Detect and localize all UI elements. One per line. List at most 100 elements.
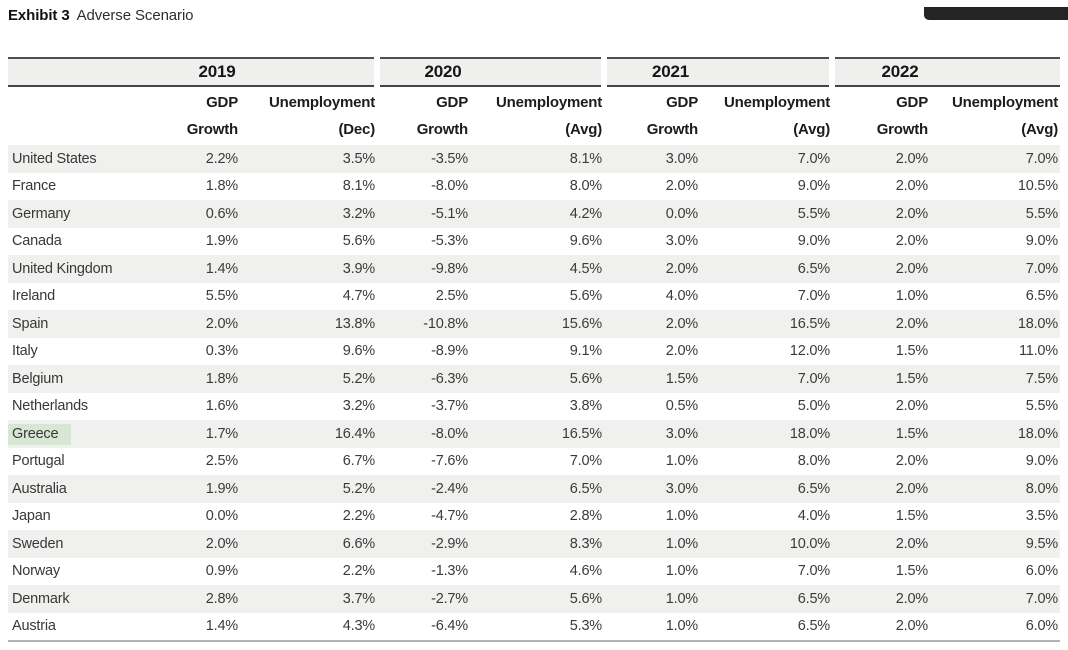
row-portugal: Portugal 2.5% 6.7% -7.6% 7.0% 1.0% 8.0% 2.0% 9.0… <box>8 448 1060 476</box>
year-header-2020: 2020 <box>374 57 604 87</box>
cell-united-kingdom-2: -9.8% <box>377 255 470 283</box>
cell-germany-5: 5.5% <box>700 200 832 228</box>
cell-united-states-4: 3.0% <box>604 145 700 173</box>
cell-germany-1: 3.2% <box>240 200 377 228</box>
cell-australia-5: 6.5% <box>700 475 832 503</box>
cell-italy-3: 9.1% <box>569 343 602 360</box>
cell-portugal-6: 2.0% <box>895 453 928 470</box>
country-label-denmark: Denmark <box>8 585 155 613</box>
cell-sweden-1: 6.6% <box>240 530 377 558</box>
cell-portugal-1: 6.7% <box>342 453 375 470</box>
country-label-japan: Japan <box>12 508 51 525</box>
cell-united-kingdom-5: 6.5% <box>700 255 832 283</box>
cell-netherlands-0: 1.6% <box>205 398 238 415</box>
cell-norway-2: -1.3% <box>431 563 468 580</box>
cell-austria-5: 6.5% <box>700 612 832 642</box>
cell-greece-6: 1.5% <box>832 420 930 448</box>
cell-portugal-7: 9.0% <box>1025 453 1058 470</box>
cell-belgium-4: 1.5% <box>604 365 700 393</box>
cell-australia-7: 8.0% <box>930 475 1060 503</box>
row-australia: Australia 1.9% 5.2% -2.4% 6.5% 3.0% 6.5% 2.0% 8.… <box>8 475 1060 503</box>
cell-spain-4: 2.0% <box>604 310 700 338</box>
country-label-netherlands: Netherlands <box>12 398 88 415</box>
cell-australia-3: 6.5% <box>470 475 604 503</box>
country-label-norway: Norway <box>12 563 60 580</box>
cell-greece-5: 18.0% <box>700 420 832 448</box>
cell-denmark-2: -2.7% <box>377 585 470 613</box>
cell-netherlands-2: -3.7% <box>431 398 468 415</box>
cell-canada-7: 9.0% <box>1025 233 1058 250</box>
cell-france-1: 8.1% <box>342 178 375 195</box>
cell-united-states-3: 8.1% <box>470 145 604 173</box>
cell-canada-1: 5.6% <box>342 233 375 250</box>
cell-ireland-0: 5.5% <box>205 288 238 305</box>
cell-united-kingdom-6: 2.0% <box>832 255 930 283</box>
cell-greece-0: 1.7% <box>155 420 240 448</box>
cell-ireland-6: 1.0% <box>895 288 928 305</box>
cell-australia-2: -2.4% <box>377 475 470 503</box>
cell-united-kingdom-1: 3.9% <box>240 255 377 283</box>
cell-germany-6: 2.0% <box>832 200 930 228</box>
country-label-austria: Austria <box>8 612 155 642</box>
cell-france-0: 1.8% <box>205 178 238 195</box>
year-header-row: 2019 2020 2021 2022 <box>8 57 1060 87</box>
cell-greece-1: 16.4% <box>240 420 377 448</box>
cell-belgium-2: -6.3% <box>377 365 470 393</box>
table-header: 2019 2020 2021 2022 GDP Growth Unemployment (De… <box>8 57 1060 145</box>
cell-norway-6: 1.5% <box>895 563 928 580</box>
exhibit-title-text: Adverse Scenario <box>76 7 194 24</box>
cell-italy-2: -8.9% <box>431 343 468 360</box>
subheader-gdp-2022: GDP Growth <box>832 86 930 145</box>
cell-ireland-3: 5.6% <box>569 288 602 305</box>
country-label-belgium: Belgium <box>8 365 155 393</box>
cell-united-kingdom-3: 4.5% <box>470 255 604 283</box>
row-japan: Japan 0.0% 2.2% -4.7% 2.8% 1.0% 4.0% 1.5% 3.5% <box>8 503 1060 531</box>
subheader-gdp-2020: GDP Growth <box>377 86 470 145</box>
row-france: France 1.8% 8.1% -8.0% 8.0% 2.0% 9.0% 2.0% 10.5% <box>8 173 1060 201</box>
cell-denmark-6: 2.0% <box>832 585 930 613</box>
row-austria: Austria 1.4% 4.3% -6.4% 5.3% 1.0% 6.5% 2.0% 6.0% <box>8 612 1060 642</box>
cell-japan-4: 1.0% <box>665 508 698 525</box>
cell-ireland-1: 4.7% <box>342 288 375 305</box>
cell-norway-0: 0.9% <box>205 563 238 580</box>
cell-sweden-7: 9.5% <box>930 530 1060 558</box>
country-label-spain: Spain <box>8 310 155 338</box>
row-italy: Italy 0.3% 9.6% -8.9% 9.1% 2.0% 12.0% 1.5% 11.0% <box>8 338 1060 366</box>
cell-portugal-4: 1.0% <box>665 453 698 470</box>
cell-japan-0: 0.0% <box>205 508 238 525</box>
cell-canada-5: 9.0% <box>797 233 830 250</box>
cell-united-kingdom-0: 1.4% <box>155 255 240 283</box>
cell-italy-5: 12.0% <box>789 343 830 360</box>
country-label-australia: Australia <box>8 475 155 503</box>
subheader-unemp-2022: Unemployment (Avg) <box>930 86 1060 145</box>
country-label-united-kingdom: United Kingdom <box>8 255 155 283</box>
cell-austria-2: -6.4% <box>377 612 470 642</box>
cell-canada-0: 1.9% <box>205 233 238 250</box>
row-netherlands: Netherlands 1.6% 3.2% -3.7% 3.8% 0.5% 5.0% 2.0%… <box>8 393 1060 421</box>
cell-greece-3: 16.5% <box>470 420 604 448</box>
cell-portugal-2: -7.6% <box>431 453 468 470</box>
country-label-canada: Canada <box>12 233 62 250</box>
cell-canada-3: 9.6% <box>569 233 602 250</box>
cell-norway-3: 4.6% <box>569 563 602 580</box>
cell-netherlands-3: 3.8% <box>569 398 602 415</box>
cell-united-states-6: 2.0% <box>832 145 930 173</box>
cell-belgium-1: 5.2% <box>240 365 377 393</box>
cell-portugal-0: 2.5% <box>205 453 238 470</box>
country-label-greece: Greece <box>8 420 155 448</box>
cell-netherlands-6: 2.0% <box>895 398 928 415</box>
cell-japan-3: 2.8% <box>569 508 602 525</box>
cell-australia-4: 3.0% <box>604 475 700 503</box>
cell-spain-1: 13.8% <box>240 310 377 338</box>
year-header-2019: 2019 <box>155 57 377 87</box>
cell-austria-4: 1.0% <box>604 612 700 642</box>
cell-germany-3: 4.2% <box>470 200 604 228</box>
exhibit-title-number: Exhibit 3 <box>8 7 70 24</box>
cell-portugal-5: 8.0% <box>797 453 830 470</box>
cell-japan-5: 4.0% <box>797 508 830 525</box>
cell-sweden-6: 2.0% <box>832 530 930 558</box>
country-label-germany: Germany <box>8 200 155 228</box>
year-header-2022: 2022 <box>829 57 1060 87</box>
corner-cell <box>8 57 155 87</box>
cell-united-states-0: 2.2% <box>155 145 240 173</box>
